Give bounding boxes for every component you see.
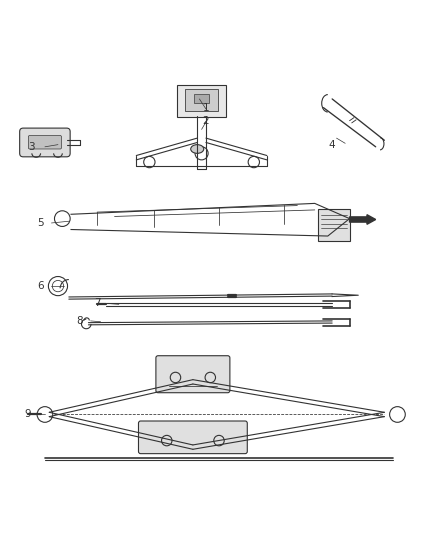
Text: 9: 9 (24, 409, 31, 419)
FancyBboxPatch shape (177, 85, 226, 117)
FancyBboxPatch shape (318, 209, 350, 241)
Text: 1: 1 (203, 103, 209, 112)
Text: 8: 8 (76, 316, 83, 326)
Text: 7: 7 (94, 298, 100, 309)
FancyBboxPatch shape (156, 356, 230, 393)
Text: 3: 3 (28, 142, 35, 152)
Bar (194, 94, 209, 103)
FancyBboxPatch shape (20, 128, 70, 157)
Text: 4: 4 (329, 140, 336, 150)
FancyBboxPatch shape (138, 421, 247, 454)
Text: 2: 2 (203, 116, 209, 126)
FancyBboxPatch shape (185, 90, 218, 111)
FancyBboxPatch shape (28, 135, 61, 149)
Text: 6: 6 (37, 281, 44, 291)
Ellipse shape (191, 144, 204, 154)
FancyArrow shape (350, 215, 376, 224)
Text: 5: 5 (37, 218, 44, 228)
